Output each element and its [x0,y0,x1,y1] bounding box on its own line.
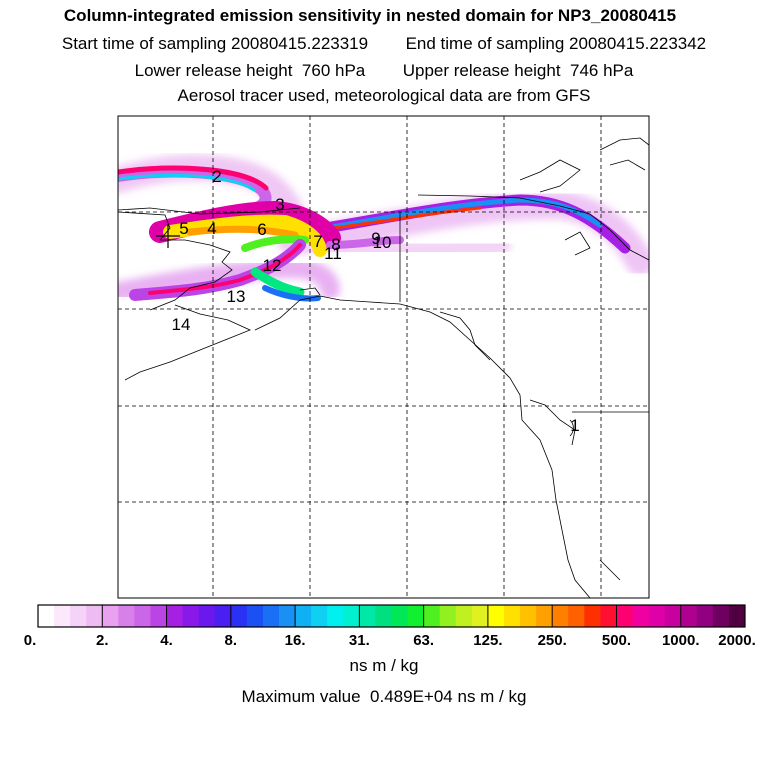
colorbar-frame [37,604,746,628]
colorbar-tick-label: 125. [473,632,503,649]
trajectory-label: 6 [257,220,267,239]
trajectory-label: 1 [570,416,580,435]
colorbar-tick-label: 2000. [718,632,756,649]
colorbar-cell [439,605,457,627]
colorbar-cell [503,605,521,627]
colorbar-cell [487,605,505,627]
colorbar-cell [327,605,344,627]
colorbar-cell [455,605,473,627]
colorbar-cell [279,605,296,627]
trajectory-label: 5 [179,219,189,238]
sensitivity-plume [118,154,649,302]
colorbar-cell [295,605,312,627]
colorbar-cell [375,605,392,627]
trajectory-label: 2 [212,167,222,186]
colorbar-cell [600,605,617,627]
colorbar-cell [632,605,650,627]
colorbar-tick-label: 250. [537,632,567,649]
upper-height-label: Upper release height [402,61,561,80]
colorbar-cell [391,605,409,627]
plot-title: Column-integrated emission sensitivity i… [63,6,677,25]
colorbar-units: ns m / kg [349,656,419,675]
colorbar-tick-label: 2. [96,632,109,649]
colorbar-tick-label: 500. [601,632,632,649]
colorbar-cell [150,605,168,627]
colorbar-cell [311,605,328,627]
colorbar-tick-label: 63. [413,632,435,649]
colorbar-cell [70,605,87,627]
maximum-value: Maximum value 0.489E+04 ns m / kg [0,687,768,707]
colorbar-cell [536,605,553,627]
graticule [118,116,649,598]
trajectory-label: 10 [372,233,392,252]
colorbar-cell [423,605,441,627]
trajectory-label: 9 [371,229,381,248]
colorbar-cell [343,605,360,627]
colorbar-cell [712,605,730,627]
sampling-times: Start time of sampling 20080415.223319 E… [0,34,768,54]
lower-height-label: Lower release height [134,61,293,80]
max-label: Maximum value [241,687,361,706]
colorbar-cell [648,605,666,627]
colorbar-cell [552,605,569,627]
colorbar-cell [616,605,634,627]
max-units: ns m / kg [457,687,527,706]
coastlines [118,137,649,598]
colorbar-cell [38,605,55,627]
colorbar-cell [680,605,698,627]
colorbar-cell [230,605,248,627]
colorbar-cell [359,605,376,627]
colorbar-cell [134,605,151,627]
colorbar-tick-label: 8. [224,632,238,649]
release-site-marker [156,224,180,248]
end-time-label: End time of sampling [405,34,565,53]
colorbar-cell [102,605,119,627]
colorbar-cell [471,605,489,627]
colorbar-cell [54,605,71,627]
end-time-value: 20080415.223342 [569,34,707,53]
trajectory-label: 12 [262,256,282,275]
start-time-label: Start time of sampling [61,34,227,53]
trajectory-label: 11 [324,244,342,263]
colorbar-cell [262,605,280,627]
colorbar-cell [86,605,103,627]
trajectory-label: 4 [207,219,217,238]
colorbar-cell [520,605,537,627]
colorbar-tick-label: 16. [284,632,306,649]
colorbar-cell [407,605,425,627]
colorbar-cell [568,605,585,627]
trajectory-label: 14 [171,315,191,334]
colorbar-cell [166,605,184,627]
colorbar-tick-label: 0. [23,632,37,649]
colorbar-cell [214,605,232,627]
trajectory-label: 3 [275,195,285,214]
max-value: 0.489E+04 [370,687,453,706]
colorbar-tick-label: 1000. [661,632,700,649]
start-time-value: 20080415.223319 [231,34,369,53]
trajectory-label: 13 [226,287,246,306]
colorbar-cell [198,605,216,627]
colorbar-cell [118,605,135,627]
trajectory-label: 7 [313,232,323,251]
colorbar-cell [182,605,200,627]
release-heights: Lower release height 760 hPa Upper relea… [0,61,768,81]
map-frame [117,115,650,599]
colorbar-tick-label: 4. [160,632,173,649]
colorbar-cell [246,605,264,627]
colorbar-cell [728,605,746,627]
upper-height-value: 746 hPa [570,61,634,80]
colorbar-cell [696,605,714,627]
trajectory-label: 8 [331,235,341,254]
tracer-info: Aerosol tracer used, meteorological data… [177,86,591,105]
colorbar-cell [584,605,601,627]
lower-height-value: 760 hPa [301,61,366,80]
colorbar-cell [664,605,682,627]
colorbar-tick-label: 31. [348,632,370,649]
